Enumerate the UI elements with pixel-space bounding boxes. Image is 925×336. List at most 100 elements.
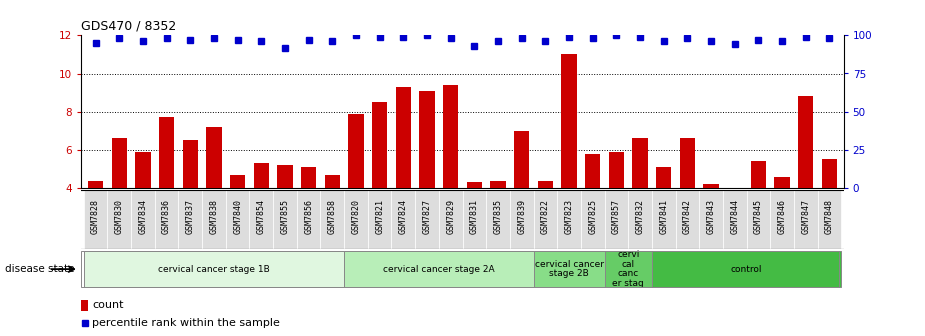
Bar [675,190,699,249]
Bar [774,177,790,188]
Text: GSM7843: GSM7843 [707,199,716,234]
Bar [703,184,719,188]
Text: GSM7855: GSM7855 [280,199,290,234]
Bar [585,154,600,188]
Bar [112,138,127,188]
Text: cervi
cal
canc
er stag: cervi cal canc er stag [612,250,644,288]
Bar [107,190,131,249]
Bar [746,190,771,249]
Text: GSM7831: GSM7831 [470,199,479,234]
Bar [794,190,818,249]
Bar [391,190,415,249]
Bar [230,175,245,188]
Text: GSM7820: GSM7820 [352,199,361,234]
Bar [510,190,534,249]
Bar [722,190,746,249]
Bar [490,180,506,188]
Bar [320,190,344,249]
Bar [325,175,340,188]
Bar [534,251,605,287]
Bar [154,190,179,249]
Bar [652,190,675,249]
Bar [81,300,88,311]
Bar [226,190,250,249]
Text: GSM7839: GSM7839 [517,199,526,234]
Text: GSM7829: GSM7829 [446,199,455,234]
Bar [537,180,553,188]
Text: disease state: disease state [5,264,74,274]
Bar [605,251,652,287]
Text: GSM7854: GSM7854 [257,199,265,234]
Text: GSM7834: GSM7834 [139,199,147,234]
Bar [680,138,695,188]
Text: GSM7825: GSM7825 [588,199,598,234]
Text: GSM7823: GSM7823 [564,199,574,234]
Text: cervical cancer stage 2A: cervical cancer stage 2A [383,265,495,274]
Text: GSM7821: GSM7821 [376,199,384,234]
Bar [84,190,107,249]
Bar [821,160,837,188]
Bar [605,190,628,249]
Bar [297,190,320,249]
Text: GSM7822: GSM7822 [541,199,549,234]
Bar [438,190,462,249]
Bar [487,190,510,249]
Text: GSM7830: GSM7830 [115,199,124,234]
Bar [561,54,576,188]
Bar [633,138,648,188]
Bar [419,91,435,188]
Bar [159,118,174,188]
Text: cervical cancer stage 1B: cervical cancer stage 1B [158,265,270,274]
Bar [206,127,222,188]
Text: GSM7858: GSM7858 [327,199,337,234]
Bar [415,190,438,249]
Text: count: count [92,300,124,310]
Text: GSM7845: GSM7845 [754,199,763,234]
Bar [798,96,813,188]
Text: control: control [731,265,762,274]
Text: GSM7832: GSM7832 [635,199,645,234]
Bar [344,251,534,287]
Bar [250,190,273,249]
Bar [131,190,154,249]
Text: GSM7841: GSM7841 [660,199,668,234]
Text: GSM7824: GSM7824 [399,199,408,234]
Bar [396,87,411,188]
Bar [652,251,841,287]
Bar [182,140,198,188]
Bar [462,190,487,249]
Bar [699,190,722,249]
Text: GDS470 / 8352: GDS470 / 8352 [81,20,177,33]
Bar [203,190,226,249]
Bar [751,161,766,188]
Bar [372,102,388,188]
Text: GSM7857: GSM7857 [611,199,621,234]
Bar [656,167,672,188]
Bar [443,85,459,188]
Bar [349,114,364,188]
Bar [466,182,482,188]
Text: GSM7837: GSM7837 [186,199,195,234]
Text: GSM7856: GSM7856 [304,199,314,234]
Bar [278,165,292,188]
Bar [88,180,104,188]
Bar [557,190,581,249]
Text: GSM7848: GSM7848 [825,199,834,234]
Text: GSM7846: GSM7846 [778,199,786,234]
Bar [534,190,557,249]
Text: GSM7844: GSM7844 [730,199,739,234]
Bar [628,190,652,249]
Text: GSM7847: GSM7847 [801,199,810,234]
Bar [581,190,605,249]
Text: GSM7838: GSM7838 [209,199,218,234]
Text: percentile rank within the sample: percentile rank within the sample [92,318,280,328]
Text: GSM7840: GSM7840 [233,199,242,234]
Text: GSM7835: GSM7835 [494,199,502,234]
Bar [253,163,269,188]
Bar [84,251,344,287]
Bar [818,190,841,249]
Bar [179,190,203,249]
Text: cervical cancer
stage 2B: cervical cancer stage 2B [535,260,603,279]
Bar [609,152,624,188]
Bar [368,190,391,249]
